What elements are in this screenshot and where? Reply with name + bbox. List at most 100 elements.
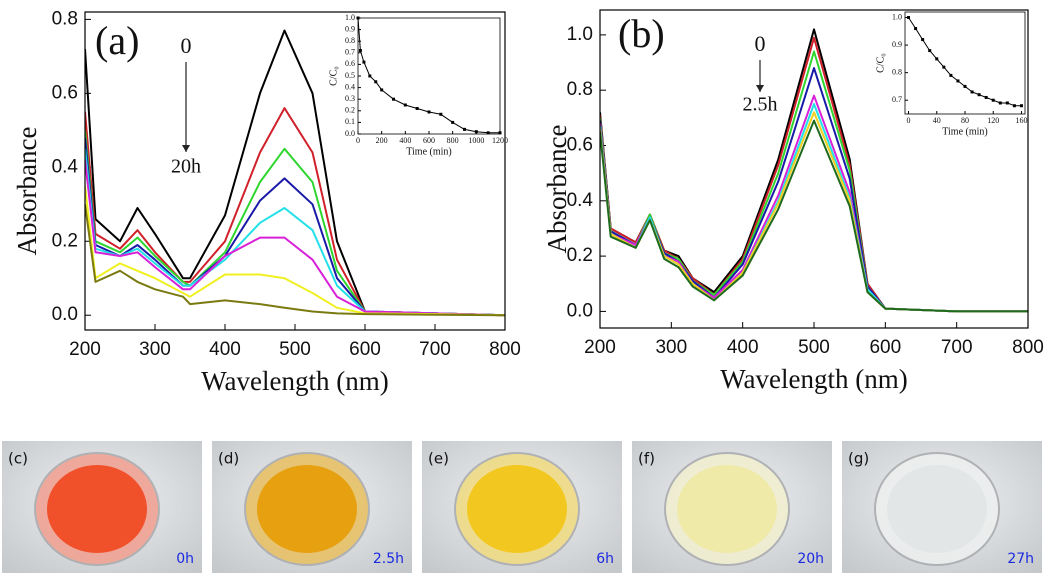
data-point bbox=[374, 80, 377, 83]
data-point bbox=[999, 101, 1002, 104]
data-point bbox=[971, 90, 974, 93]
photo-panel: (c) 0h bbox=[2, 441, 202, 573]
x-tick-label: 400 bbox=[727, 337, 759, 358]
y-tick-label: 1.0 bbox=[892, 12, 902, 21]
x-tick-label: 600 bbox=[423, 136, 435, 145]
x-tick-label: 0 bbox=[907, 116, 911, 125]
x-axis-label: Wavelength (nm) bbox=[201, 366, 389, 396]
inset-background bbox=[905, 12, 1025, 114]
y-tick-label: 0.7 bbox=[345, 48, 355, 57]
x-axis-label: Time (min) bbox=[406, 146, 451, 157]
y-tick-label: 0.0 bbox=[52, 304, 78, 325]
y-tick-label: 1.0 bbox=[567, 24, 593, 45]
panel-time: 0h bbox=[176, 551, 194, 567]
data-point bbox=[1020, 104, 1023, 107]
y-tick-label: 0.8 bbox=[52, 8, 78, 29]
x-tick-label: 300 bbox=[139, 339, 171, 360]
x-axis-label: Wavelength (nm) bbox=[720, 364, 908, 394]
data-point bbox=[964, 85, 967, 88]
x-tick-label: 200 bbox=[376, 136, 388, 145]
x-tick-label: 800 bbox=[447, 136, 459, 145]
x-tick-label: 120 bbox=[987, 116, 999, 125]
x-tick-label: 80 bbox=[961, 116, 969, 125]
dish-liquid bbox=[467, 465, 567, 553]
y-tick-label: 0.0 bbox=[567, 300, 593, 321]
data-point bbox=[475, 130, 478, 133]
y-tick-label: 0.8 bbox=[345, 36, 355, 45]
y-tick-label: 0.2 bbox=[345, 106, 355, 115]
x-tick-label: 1000 bbox=[468, 136, 484, 145]
series-line bbox=[600, 112, 1028, 311]
data-point bbox=[956, 79, 959, 82]
panel-time: 27h bbox=[1007, 551, 1034, 567]
panel-label: (f) bbox=[638, 450, 655, 468]
x-tick-label: 500 bbox=[798, 337, 830, 358]
series-line bbox=[85, 138, 505, 316]
data-point bbox=[362, 61, 365, 64]
annotation: 0 bbox=[181, 33, 192, 58]
x-tick-label: 200 bbox=[584, 337, 616, 358]
x-tick-label: 800 bbox=[489, 339, 521, 360]
y-tick-label: 0.3 bbox=[345, 94, 355, 103]
data-point bbox=[380, 88, 383, 91]
series-line bbox=[85, 149, 505, 315]
dish-liquid bbox=[887, 465, 987, 553]
data-point bbox=[428, 110, 431, 113]
data-point bbox=[928, 49, 931, 52]
y-axis-label: Absorbance bbox=[542, 125, 572, 254]
panel-label: (e) bbox=[428, 450, 449, 468]
panel-label: (d) bbox=[218, 450, 239, 468]
data-point bbox=[404, 104, 407, 107]
dish-liquid bbox=[257, 465, 357, 553]
x-tick-label: 700 bbox=[941, 337, 973, 358]
data-point bbox=[1013, 104, 1016, 107]
data-point bbox=[942, 66, 945, 69]
y-tick-label: 0.4 bbox=[345, 82, 355, 91]
y-tick-label: 0.8 bbox=[567, 79, 593, 100]
photo-panel: (f) 20h bbox=[632, 441, 832, 573]
inset-background bbox=[358, 18, 500, 134]
series-line bbox=[85, 186, 505, 315]
x-tick-label: 300 bbox=[655, 337, 687, 358]
series-line bbox=[600, 121, 1028, 312]
x-tick-label: 0 bbox=[356, 136, 360, 145]
annotation: (b) bbox=[618, 11, 665, 56]
y-tick-label: 1.0 bbox=[345, 13, 355, 22]
x-tick-label: 1200 bbox=[492, 136, 508, 145]
x-tick-label: 600 bbox=[349, 339, 381, 360]
panel-time: 6h bbox=[596, 551, 614, 567]
y-tick-label: 0.0 bbox=[345, 129, 355, 138]
data-point bbox=[914, 27, 917, 30]
panel-time: 20h bbox=[797, 551, 824, 567]
data-point bbox=[359, 49, 362, 52]
inset-chart: 040801201600.70.80.91.0Time (min)C/C₀ bbox=[875, 12, 1027, 137]
photo-panel: (e) 6h bbox=[422, 441, 622, 573]
data-point bbox=[416, 107, 419, 110]
y-tick-label: 0.9 bbox=[345, 24, 355, 33]
y-axis-label: C/C₀ bbox=[875, 53, 886, 73]
series-line bbox=[85, 204, 505, 315]
figure: 2003004005006007008000.00.20.40.60.8Wave… bbox=[0, 0, 1049, 573]
y-tick-label: 0.8 bbox=[892, 67, 902, 76]
arrow-head bbox=[756, 85, 764, 92]
data-point bbox=[992, 99, 995, 102]
photo-panel: (d)2.5h bbox=[212, 441, 412, 573]
y-tick-label: 0.2 bbox=[52, 230, 78, 251]
data-point bbox=[935, 57, 938, 60]
dish-liquid bbox=[677, 465, 777, 553]
data-point bbox=[368, 75, 371, 78]
y-tick-label: 0.4 bbox=[52, 156, 79, 177]
data-point bbox=[985, 96, 988, 99]
photo-panel: (g)27h bbox=[842, 441, 1042, 573]
x-tick-label: 800 bbox=[1012, 337, 1044, 358]
y-axis-label: C/C₀ bbox=[328, 66, 339, 86]
x-tick-label: 600 bbox=[869, 337, 901, 358]
x-axis-label: Time (min) bbox=[942, 126, 987, 137]
panel-label: (c) bbox=[8, 450, 28, 468]
data-point bbox=[392, 98, 395, 101]
x-tick-label: 400 bbox=[209, 339, 241, 360]
y-tick-label: 0.6 bbox=[345, 59, 355, 68]
y-tick-label: 0.6 bbox=[52, 82, 78, 103]
data-point bbox=[907, 16, 910, 19]
